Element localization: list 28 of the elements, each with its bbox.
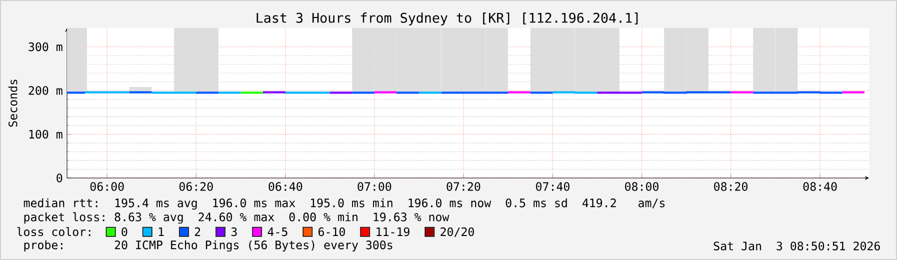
x-tick-label: 07:40 [536, 182, 570, 191]
legend-label: 6-10 [318, 227, 345, 236]
text: packet loss: 8.63 % avg 24.60 % max 0.00 % min 19.63 % now [24, 212, 450, 224]
text: probe: 20 ICMP Echo Pings (56 Bytes) every 300s [24, 240, 392, 252]
y-axis-title: Seconds [8, 80, 18, 127]
text: median rtt: 195.4 ms avg 196.0 ms max 195.0 ms min 196.0 ms now 0.5 ms sd 419.2 am/s [24, 198, 665, 210]
legend-title: loss color: [17, 227, 90, 236]
y-tick-label: 0 [56, 174, 62, 182]
y-tick-label: 200 m [28, 86, 62, 95]
x-tick-label: 07:20 [446, 182, 480, 191]
x-tick-label: 08:20 [714, 182, 748, 191]
legend-label: 3 [231, 227, 237, 236]
legend-label: 2 [194, 227, 200, 236]
x-tick-label: 08:40 [803, 182, 837, 191]
y-tick-label: 100 m [29, 130, 62, 139]
x-tick-label: 06:20 [179, 182, 213, 191]
legend-label: 1 [158, 228, 164, 236]
x-tick-label: 06:40 [268, 182, 302, 191]
chart-title: Last 3 Hours from Sydney to [KR] [112.196.204.1] [256, 12, 638, 26]
x-tick-label: 07:00 [358, 182, 392, 191]
legend-label: 20/20 [440, 227, 474, 238]
y-tick-label: 300 m [28, 42, 62, 52]
text: Sat Jan 3 08:50:51 2026 [714, 242, 880, 250]
x-tick-label: 06:00 [90, 182, 124, 191]
legend-label: 4-5 [268, 228, 288, 236]
legend-label: 0 [122, 227, 128, 236]
x-tick-label: 08:00 [625, 182, 658, 191]
legend-label: 11-19 [376, 227, 410, 236]
